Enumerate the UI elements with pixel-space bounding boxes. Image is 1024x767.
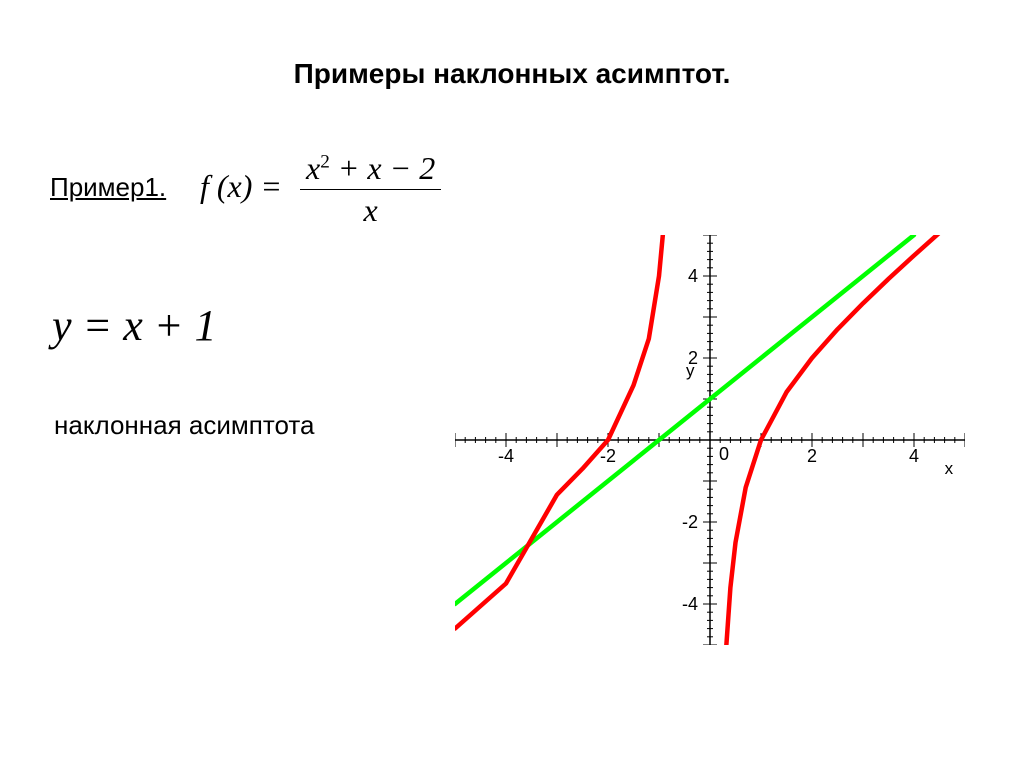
formula-numerator: x2 + x − 2 — [300, 150, 441, 190]
svg-text:4: 4 — [688, 266, 698, 286]
asymptote-caption: наклонная асимптота — [54, 410, 314, 441]
svg-text:y: y — [686, 361, 695, 380]
svg-text:-2: -2 — [682, 512, 698, 532]
svg-text:-4: -4 — [498, 446, 514, 466]
chart-svg: -4-224-4-2240xy — [455, 235, 965, 645]
svg-text:0: 0 — [719, 444, 729, 464]
page-title: Примеры наклонных асимптот. — [0, 58, 1024, 90]
svg-text:2: 2 — [807, 446, 817, 466]
chart: -4-224-4-2240xy — [455, 235, 965, 645]
formula-fraction: x2 + x − 2 x — [300, 150, 441, 229]
function-formula: f (x) = x2 + x − 2 x — [200, 150, 441, 229]
svg-text:x: x — [945, 459, 954, 478]
formula-denominator: x — [300, 190, 441, 229]
example-label: Пример1. — [50, 172, 166, 203]
svg-text:4: 4 — [909, 446, 919, 466]
formula-lhs: f (x) = — [200, 168, 282, 204]
svg-text:-4: -4 — [682, 594, 698, 614]
svg-text:-2: -2 — [600, 446, 616, 466]
asymptote-formula: y = x + 1 — [52, 300, 216, 351]
